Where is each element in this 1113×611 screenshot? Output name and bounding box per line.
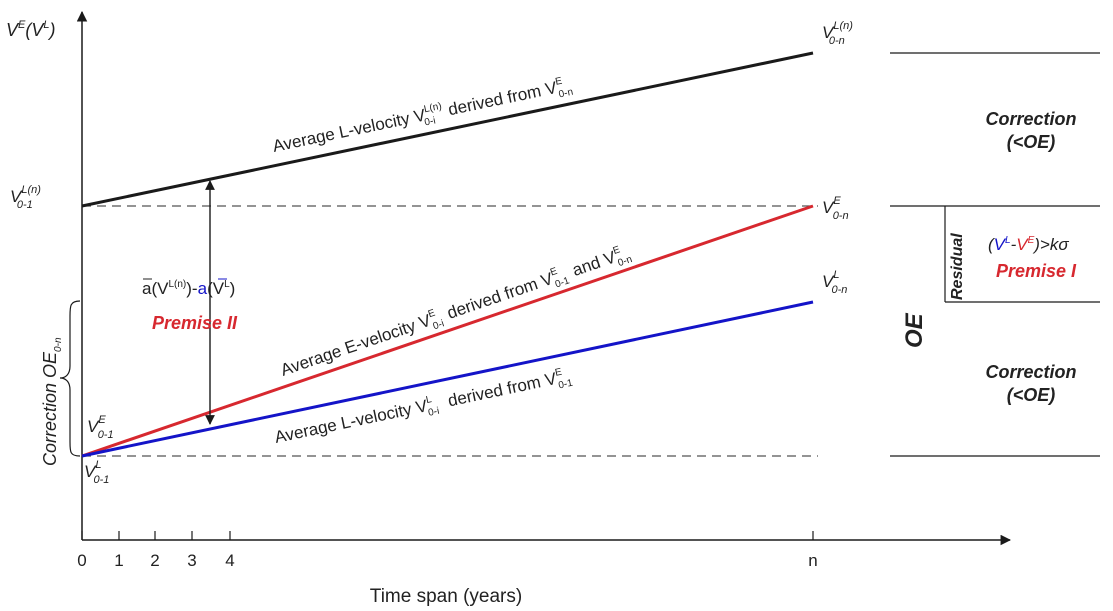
correction-bottom-line1: Correction xyxy=(985,362,1076,382)
correction-top-line2: (<OE) xyxy=(1007,132,1056,152)
label-v01-l: VL 0-1 xyxy=(84,459,109,486)
oe-label: OE xyxy=(901,312,928,348)
black-line-label: Average L-velocity VL(n)0-i derived from… xyxy=(271,74,574,160)
correction-oe-label: Correction OE0-n xyxy=(40,337,64,466)
correction-brace xyxy=(59,300,81,457)
label-v0n-e: VE 0-n xyxy=(822,195,849,222)
label-v0n-ln: VL(n) 0-n xyxy=(822,20,853,47)
x-axis-title: Time span (years) xyxy=(370,586,522,607)
blue-line-label: Average L-velocity VL0-i derived from VE… xyxy=(273,365,575,451)
premise-1-label: Premise I xyxy=(996,261,1077,281)
label-v01-ln: VL(n) 0-1 xyxy=(10,184,41,211)
residual-formula: (VL-VE)>kσ xyxy=(988,235,1069,254)
premise-2-label: Premise II xyxy=(152,313,238,333)
y-axis-label: VE(VL) xyxy=(6,19,55,40)
tick-label-0: 0 xyxy=(77,551,86,570)
tick-label-4: 4 xyxy=(225,551,234,570)
difference-formula: a(VL(n))-a(VL) xyxy=(142,279,235,298)
label-v0n-l: VL 0-n xyxy=(822,269,847,296)
correction-top-line1: Correction xyxy=(985,109,1076,129)
red-line xyxy=(81,204,814,458)
blue-line xyxy=(81,300,814,458)
tick-label-n: n xyxy=(808,551,817,570)
tick-label-1: 1 xyxy=(114,551,123,570)
tick-label-2: 2 xyxy=(150,551,159,570)
tick-label-3: 3 xyxy=(187,551,196,570)
black-line xyxy=(81,51,814,208)
x-ticks xyxy=(81,531,814,540)
red-line-label: Average E-velocity VE0-i derived from VE… xyxy=(278,242,634,384)
label-v01-e: VE 0-1 xyxy=(87,414,114,441)
correction-bottom-line2: (<OE) xyxy=(1007,385,1056,405)
residual-label: Residual xyxy=(949,233,966,300)
